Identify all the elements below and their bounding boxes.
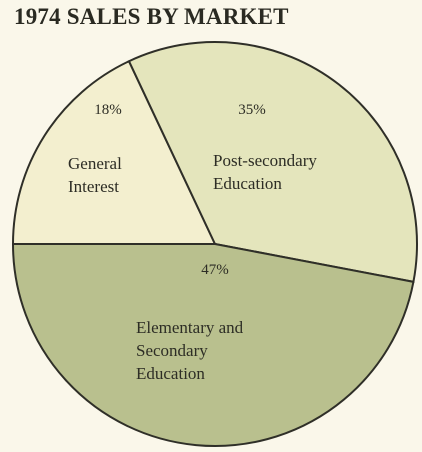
category-label: General Interest [68,154,122,196]
chart-title: 1974 SALES BY MARKET [14,4,289,29]
pie-slice [11,59,217,245]
value-label: 18% [94,102,122,118]
value-label: 47% [201,262,229,278]
category-label: Post-secondary Education [213,151,317,193]
pie-slice [11,243,415,447]
category-label: Elementary and Secondary Education [136,318,244,383]
pie-slice [127,41,418,284]
value-label: 35% [238,102,266,118]
